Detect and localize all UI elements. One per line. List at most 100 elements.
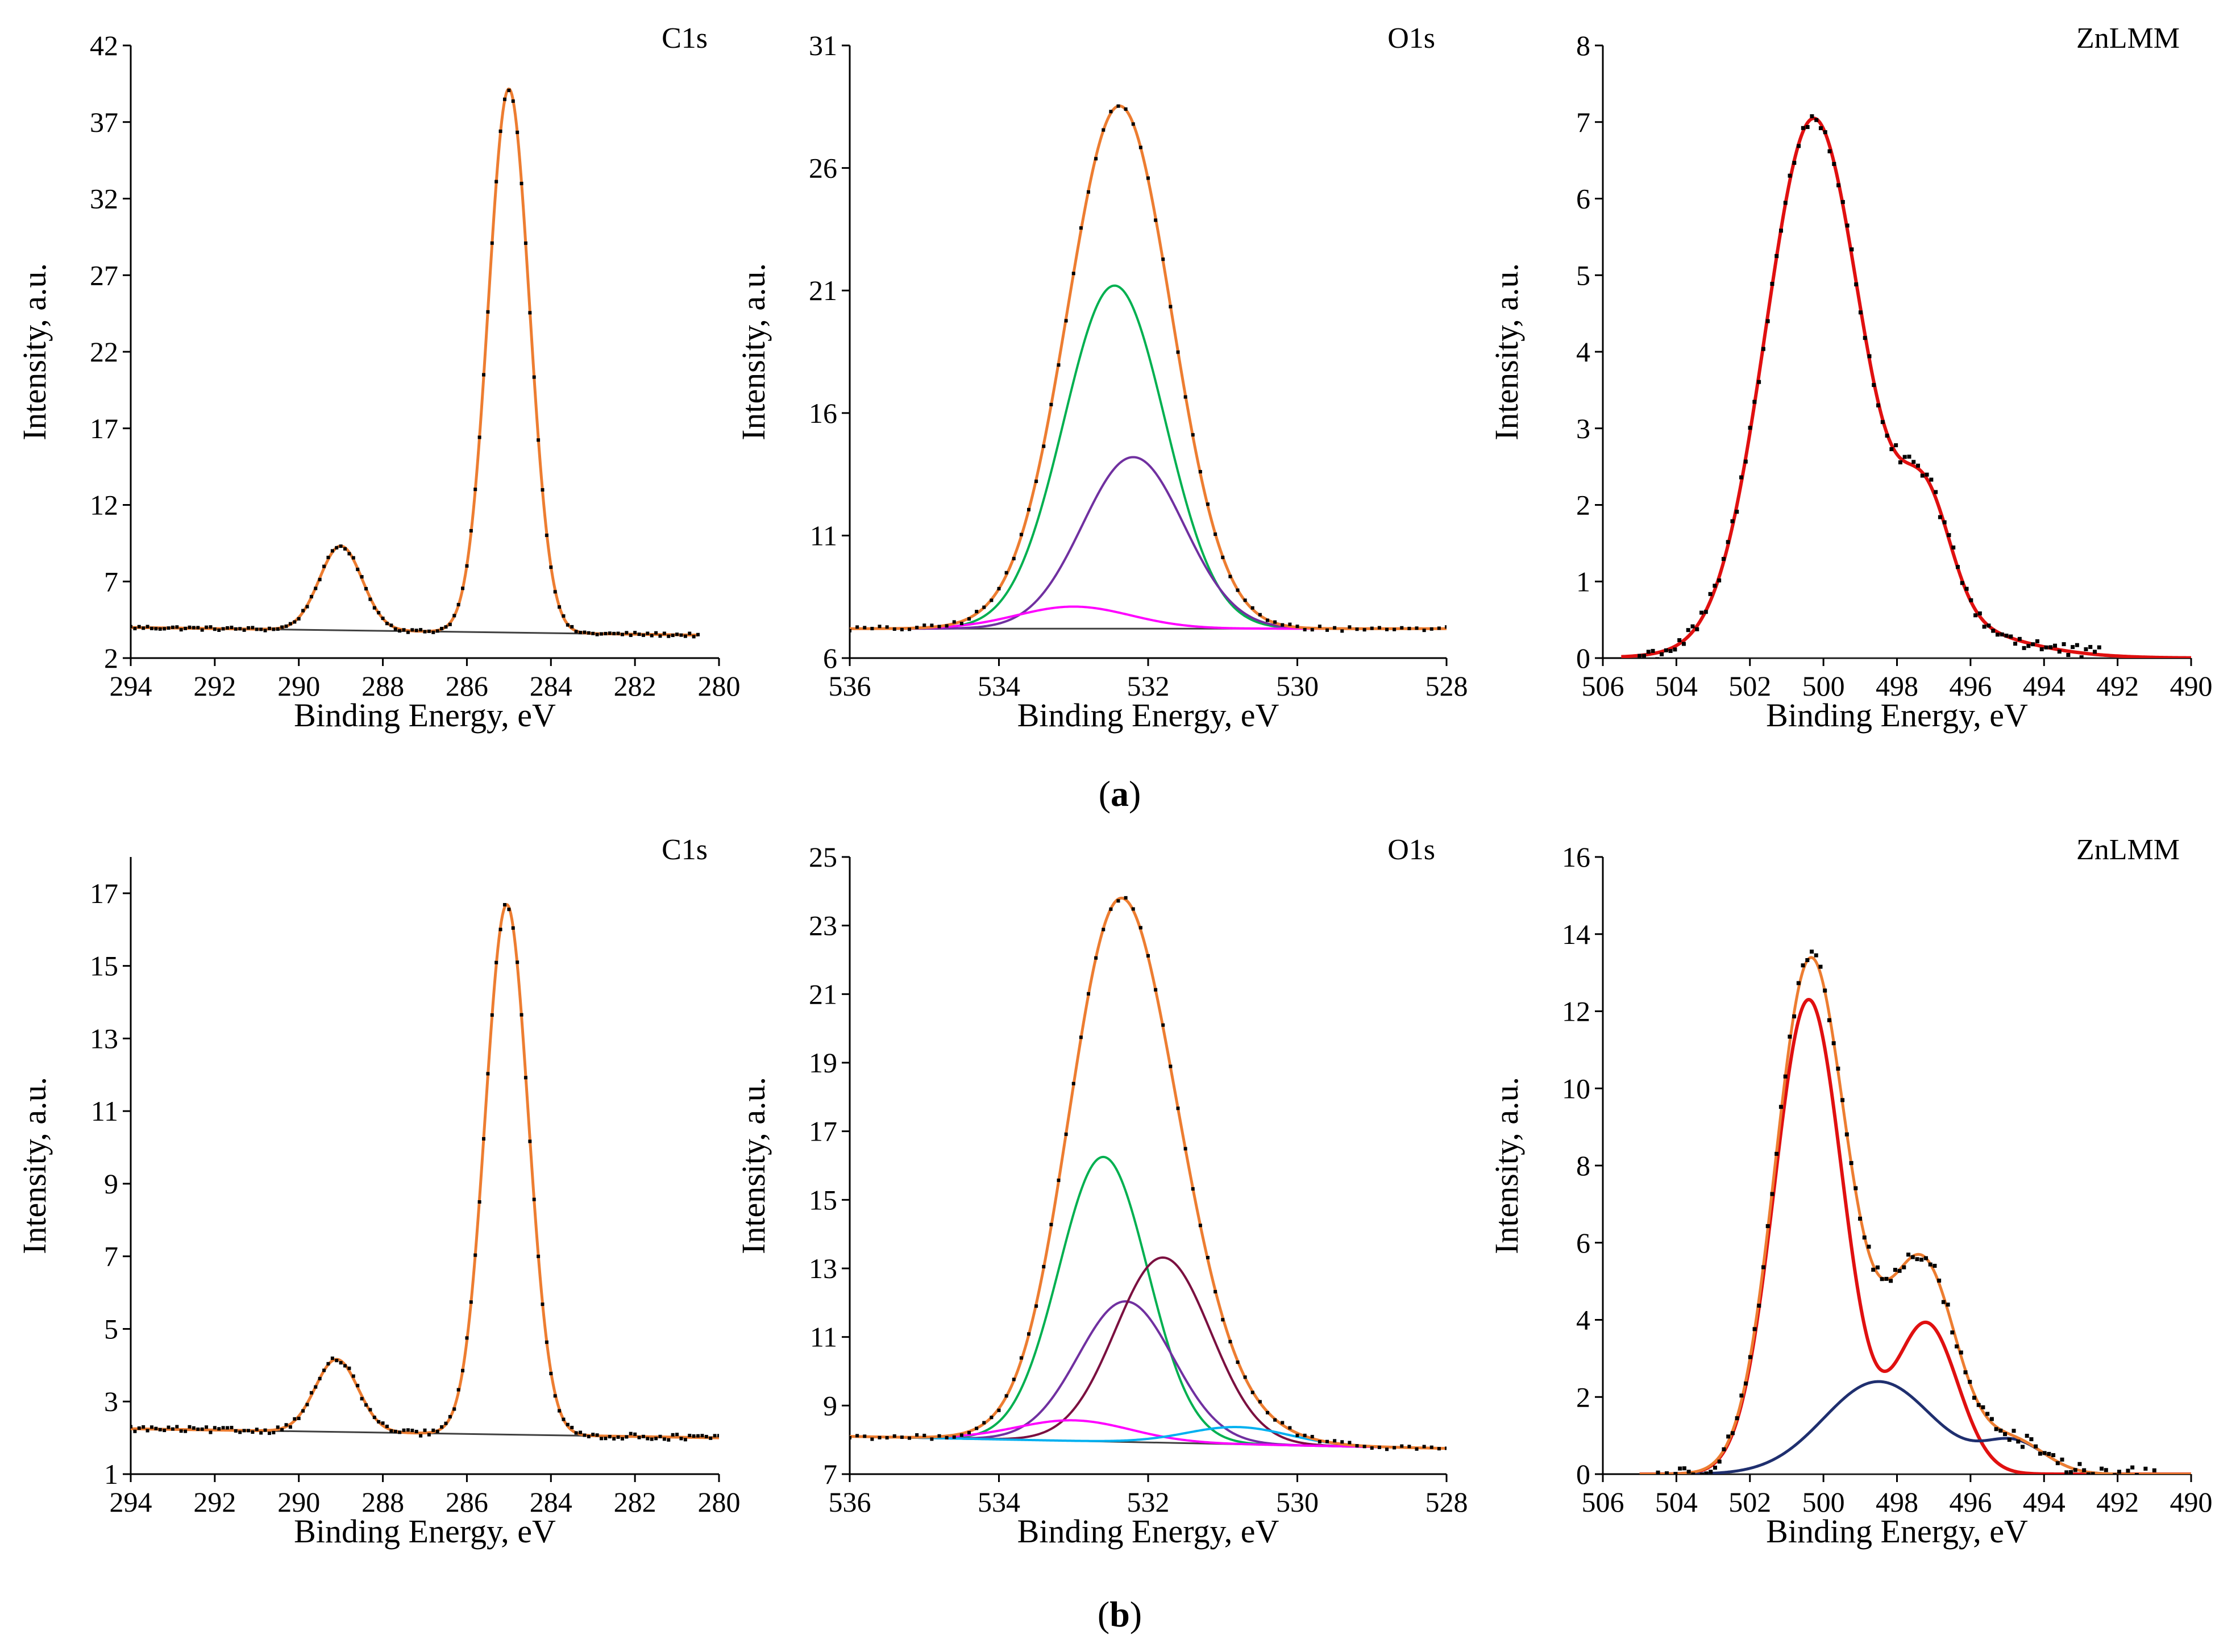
data-point — [1942, 520, 1947, 525]
data-point — [900, 1435, 904, 1439]
data-point — [1012, 556, 1016, 560]
data-point — [1169, 1064, 1173, 1068]
panel-title: O1s — [1387, 22, 1435, 55]
data-point — [171, 1427, 174, 1431]
data-point — [591, 631, 595, 635]
x-tick-label: 528 — [1426, 1486, 1468, 1518]
data-point — [667, 1438, 671, 1442]
data-point — [997, 586, 1001, 590]
data-point — [2086, 1472, 2091, 1474]
data-point — [247, 626, 250, 630]
data-point — [549, 565, 553, 569]
data-point — [465, 1336, 469, 1340]
data-point — [1946, 1303, 1950, 1307]
y-tick-label: 21 — [809, 978, 837, 1010]
data-point — [2139, 1476, 2143, 1480]
data-point — [381, 1421, 385, 1425]
data-point — [1823, 988, 1827, 993]
data-point — [1303, 1433, 1307, 1437]
data-point — [1788, 1034, 1792, 1039]
data-point — [1783, 201, 1788, 205]
x-tick-label: 294 — [110, 1486, 152, 1518]
y-axis-title: Intensity, a.u. — [16, 1077, 53, 1254]
data-point — [1968, 1380, 1972, 1384]
panel-title: ZnLMM — [2076, 834, 2180, 866]
fit-curve-fit — [1620, 116, 2191, 658]
x-tick-label: 504 — [1655, 1486, 1698, 1518]
data-point — [1183, 1147, 1187, 1151]
data-point — [1717, 578, 1722, 582]
data-point — [1641, 654, 1646, 658]
data-point — [1998, 1428, 2003, 1433]
data-point — [494, 960, 498, 964]
data-point — [1915, 1257, 1919, 1262]
data-point — [566, 623, 570, 627]
data-point — [314, 1385, 318, 1389]
y-tick-label: 15 — [90, 950, 118, 982]
y-tick-label: 7 — [1576, 106, 1590, 138]
data-point — [595, 632, 599, 636]
data-point — [482, 1137, 485, 1141]
data-point — [1955, 1344, 1959, 1349]
data-point — [1161, 257, 1165, 261]
data-point — [717, 1434, 719, 1438]
data-point — [520, 181, 523, 185]
data-point — [1739, 1393, 1744, 1398]
data-point — [1094, 157, 1098, 161]
data-point — [1348, 1441, 1352, 1445]
data-point — [179, 628, 183, 632]
y-axis-title: Intensity, a.u. — [735, 1077, 772, 1254]
y-tick-label: 1 — [104, 1458, 118, 1490]
chart-5-znlmm: 0 2 4 6 8 10 12 14 16 506 504 502 500 498 496 494 492 490… — [1488, 834, 2213, 1550]
data-point — [364, 586, 368, 590]
data-point — [221, 627, 225, 631]
data-point — [1677, 638, 1682, 643]
data-point — [2020, 1445, 2025, 1449]
data-point — [431, 1428, 435, 1432]
data-point — [1748, 1355, 1752, 1359]
data-point — [683, 1438, 687, 1442]
data-point — [1765, 319, 1770, 323]
data-point — [1910, 1255, 1915, 1259]
data-point — [967, 617, 971, 621]
data-point — [1668, 649, 1673, 653]
data-point — [423, 630, 427, 634]
data-point — [2048, 645, 2053, 650]
data-point — [149, 626, 153, 630]
data-point — [414, 629, 418, 632]
data-point — [915, 626, 919, 630]
caption-a: (a) — [1099, 773, 1141, 814]
data-point — [2071, 645, 2075, 650]
data-point — [1087, 992, 1090, 996]
data-point — [175, 1425, 179, 1429]
y-tick-label: 9 — [104, 1168, 118, 1200]
data-point — [364, 1403, 368, 1407]
data-point — [1858, 1216, 1863, 1221]
data-point — [1695, 1475, 1699, 1479]
data-point — [427, 1433, 431, 1437]
data-point — [1703, 610, 1708, 614]
x-tick-label: 534 — [978, 670, 1020, 702]
data-point — [267, 626, 271, 630]
data-point — [335, 1359, 339, 1363]
data-point — [1012, 1378, 1016, 1381]
data-point — [1849, 1161, 1853, 1166]
data-point — [959, 1433, 963, 1437]
data-point — [528, 1139, 532, 1143]
y-tick-label: 13 — [809, 1252, 837, 1284]
experimental-points — [850, 104, 1447, 633]
data-point — [1713, 1466, 1717, 1470]
data-point — [566, 1422, 570, 1426]
data-point — [1985, 1412, 1990, 1416]
x-tick-label: 492 — [2096, 1486, 2139, 1518]
data-point — [297, 617, 301, 621]
data-point — [2034, 1444, 2038, 1449]
data-point — [330, 1356, 334, 1360]
x-tick-label: 292 — [193, 1486, 236, 1518]
data-point — [1919, 1258, 1924, 1262]
data-point — [2007, 1438, 2012, 1442]
data-point — [604, 631, 608, 635]
data-point — [2113, 1473, 2117, 1474]
data-point — [293, 620, 297, 624]
data-point — [892, 1434, 896, 1438]
